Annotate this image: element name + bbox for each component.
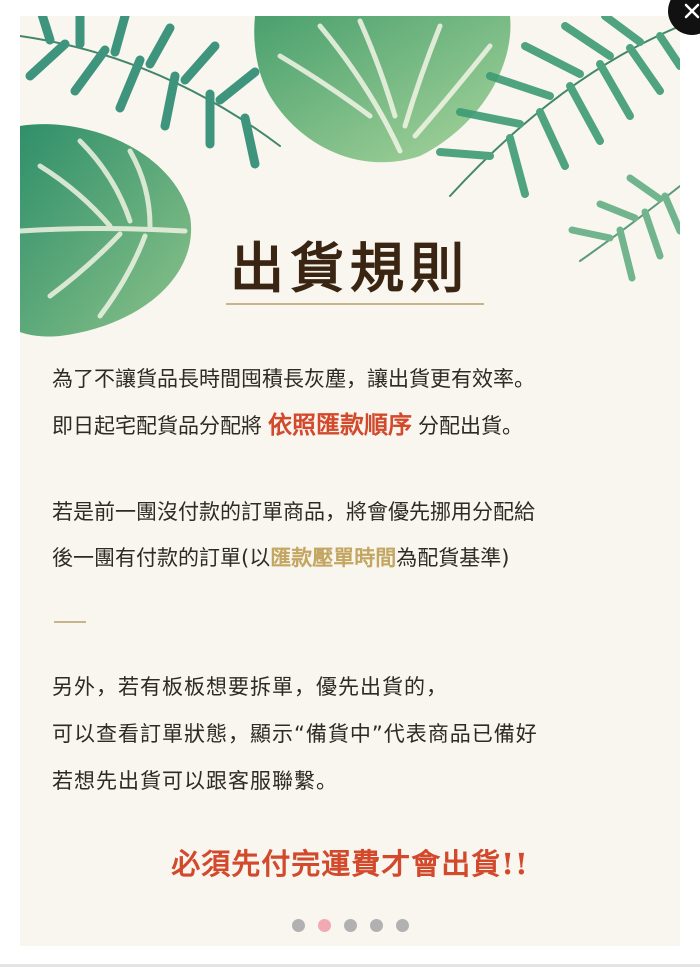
- image-card: 出貨規則 為了不讓貨品長時間囤積長灰塵，讓出貨更有效率。 即日起宅配貨品分配將依…: [20, 16, 680, 946]
- text-segment: 後一團有付款的訂單(以: [52, 546, 271, 570]
- paragraph-line: 另外，若有板板想要拆單，優先出貨的，: [52, 675, 448, 699]
- highlight-red: 依照匯款順序: [268, 411, 412, 439]
- bottom-divider: [0, 964, 700, 967]
- tropical-leaves-illustration: [20, 16, 680, 337]
- carousel-dot-5[interactable]: [395, 919, 409, 932]
- carousel-dot-3[interactable]: [343, 919, 357, 932]
- paragraph-line: 可以查看訂單狀態，顯示“備貨中”代表商品已備好: [52, 722, 538, 746]
- paragraph-unpaid-orders: 若是前一團沒付款的訂單商品，將會優先挪用分配給 後一團有付款的訂單(以匯款壓單時…: [52, 489, 672, 581]
- text-segment: 即日起宅配貨品分配將: [52, 414, 262, 438]
- paragraph-shipping-order: 為了不讓貨品長時間囤積長灰塵，讓出貨更有效率。 即日起宅配貨品分配將 依照匯款順序…: [52, 356, 672, 449]
- text-segment: 為配貨基準): [396, 546, 510, 570]
- section-divider: [54, 621, 86, 623]
- paragraph-split-orders: 另外，若有板板想要拆單，優先出貨的， 可以查看訂單狀態，顯示“備貨中”代表商品已…: [52, 664, 672, 805]
- paragraph-line: 後一團有付款的訂單(以匯款壓單時間為配貨基準): [52, 535, 672, 581]
- paragraph-line: 即日起宅配貨品分配將 依照匯款順序 分配出貨。: [52, 402, 672, 449]
- paragraph-line: 若想先出貨可以跟客服聯繫。: [52, 769, 338, 793]
- carousel-dot-4[interactable]: [369, 919, 383, 932]
- text-segment: 分配出貨。: [418, 414, 523, 438]
- carousel-dot-1[interactable]: [291, 919, 305, 932]
- highlight-gold: 匯款壓單時間: [270, 546, 397, 570]
- paragraph-line: 若是前一團沒付款的訂單商品，將會優先挪用分配給: [52, 500, 535, 524]
- final-notice: 必須先付完運費才會出貨!!: [171, 847, 529, 881]
- carousel-indicator: [20, 919, 680, 932]
- title-divider: [226, 303, 484, 305]
- carousel-dot-2[interactable]: [317, 919, 331, 932]
- paragraph-line: 為了不讓貨品長時間囤積長灰塵，讓出貨更有效率。: [52, 367, 535, 391]
- close-icon: [684, 3, 700, 19]
- page-title: 出貨規則: [230, 236, 470, 300]
